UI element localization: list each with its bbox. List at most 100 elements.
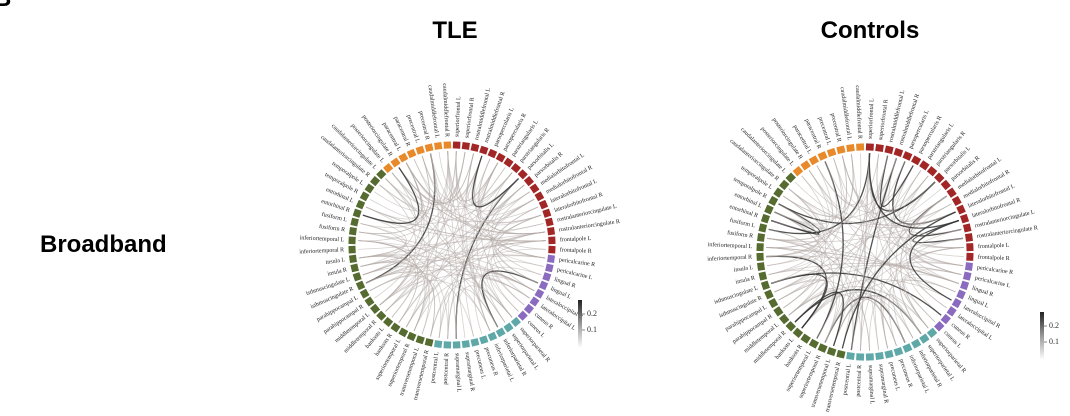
chord [362,167,420,224]
region-segment [826,347,837,357]
column-title: Controls [821,17,920,44]
region-label: fusiform R [727,229,754,240]
chord [900,269,962,334]
colorbar-tick-label: 0.2 [1049,321,1059,330]
region-segment [390,322,401,333]
chord [868,153,960,229]
region-segment [545,217,554,227]
chord [774,195,823,230]
region-label: insula R [327,267,348,277]
chord [860,153,870,351]
panel-label: B [0,0,11,12]
region-label: supramarginal R [877,364,888,404]
region-segment [376,310,387,321]
region-segment [350,263,359,273]
region-segment [359,191,370,202]
region-label: frontalpole L [978,242,1010,250]
region-segment [779,179,790,191]
chord [766,237,922,334]
region-label: rostralanteriorcingulate R [977,225,1039,239]
region-label: inferiortemporal L [708,241,753,250]
region-label: precentral R [829,113,842,143]
chord [358,253,407,276]
region-segment [383,163,394,174]
region-segment [538,280,549,291]
region-segment [756,252,764,261]
chord [770,272,942,316]
region-segment [785,172,796,183]
region-segment [785,321,796,332]
region-label: caudalmiddlefrontal R [441,83,450,137]
region-segment [352,208,362,218]
region-segment [364,183,375,194]
region-label: pericalcarine R [976,265,1013,276]
region-segment [348,245,356,254]
region-label: supramarginal L [454,353,462,393]
region-segment [875,351,884,360]
region-segment [370,176,381,187]
chord [447,151,466,339]
chord [358,231,539,284]
region-segment [919,160,930,171]
chord [391,172,506,323]
region-segment [415,145,425,155]
region-segment [424,338,434,347]
region-segment [758,223,768,233]
region-segment [348,236,356,245]
region-segment [884,145,894,155]
region-segment [966,243,974,252]
chord [421,155,483,201]
region-segment [919,333,930,344]
region-label: superiorfrontal R [463,97,476,139]
region-segment [538,199,549,210]
region-label: frontalpole R [978,254,1010,262]
chord [771,264,962,284]
region-segment [951,195,962,206]
chord [358,240,419,323]
chord [766,203,820,257]
region-segment [424,143,434,152]
chord [438,151,530,212]
chord [358,255,412,306]
region-segment [364,296,375,307]
region-segment [773,306,784,317]
region-segment [808,338,820,349]
region-segment [434,340,443,349]
region-label: precuneus L [473,350,486,380]
region-segment [452,341,461,349]
chord [841,155,956,225]
region-segment [875,144,884,153]
chord [465,153,491,332]
chord [783,165,914,219]
chord [369,178,416,219]
region-segment [443,141,452,149]
chord [360,155,430,228]
region-label: insula R [735,275,756,285]
chord [438,291,450,339]
region-label: fusiform L [729,217,756,230]
region-label: postcentral R [856,365,863,397]
region-segment [517,310,528,321]
region-segment [534,191,545,202]
chord [487,206,539,318]
region-segment [836,349,846,359]
region-label: inferiortemporal R [707,254,752,263]
region-segment [545,263,554,273]
region-segment [443,341,452,349]
region-segment [865,353,874,361]
chord [358,231,546,250]
region-label: inferiortemporal R [299,246,344,255]
region-segment [826,147,837,157]
region-segment [523,303,534,314]
region-segment [461,340,470,349]
chord [477,158,535,216]
chord [900,195,947,329]
region-segment [503,322,514,333]
region-segment [893,347,904,357]
colorbar-tick-label: 0.1 [1049,337,1059,346]
row-label: Broadband [40,231,167,258]
colorbar [578,300,582,348]
chord [379,184,539,223]
